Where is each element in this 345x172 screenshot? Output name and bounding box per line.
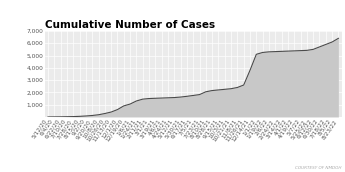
Text: Cumulative Number of Cases: Cumulative Number of Cases: [45, 20, 215, 30]
Text: COURTESY OF NMDOH: COURTESY OF NMDOH: [295, 166, 342, 170]
